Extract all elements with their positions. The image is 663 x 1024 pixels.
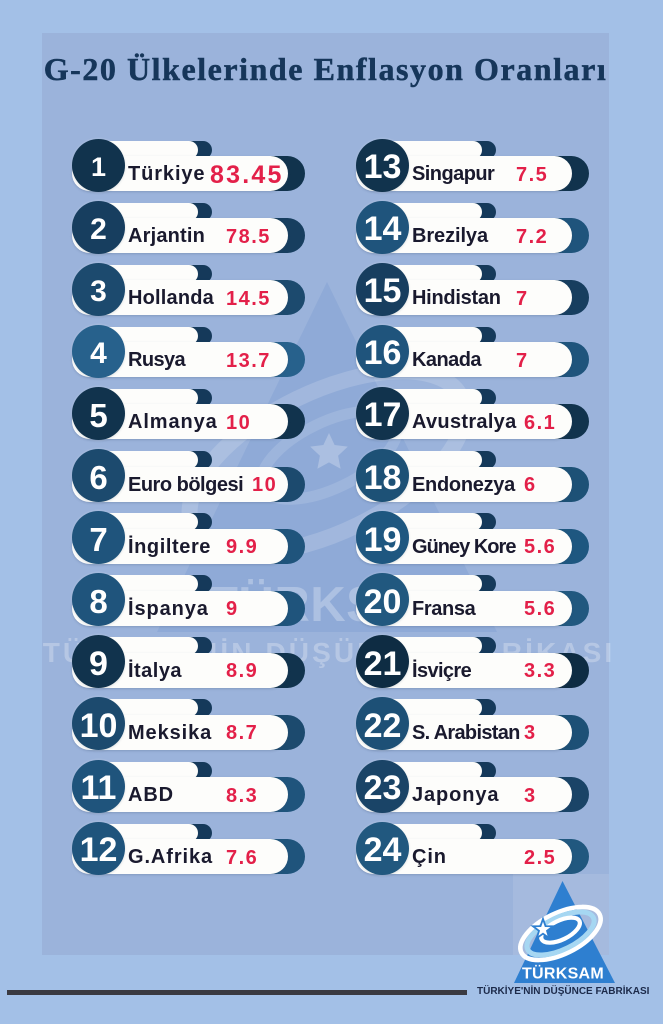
svg-text:TÜRKSAM: TÜRKSAM — [522, 964, 604, 983]
